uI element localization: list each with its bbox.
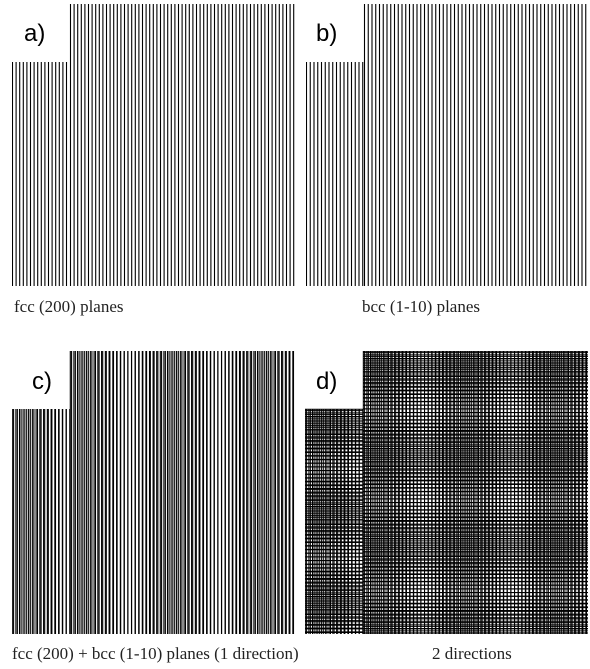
panel-b-label: b) xyxy=(316,20,338,47)
line-set xyxy=(12,4,295,286)
panel-c-label: c) xyxy=(32,368,52,395)
panel-c-caption: fcc (200) + bcc (1-10) planes (1 directi… xyxy=(12,644,299,663)
panel-a-label: a) xyxy=(24,20,46,47)
vertical-planes xyxy=(306,4,587,286)
panel-d-pattern xyxy=(305,351,588,634)
line-set xyxy=(305,351,588,634)
panel-c-pattern xyxy=(12,351,295,634)
panel-a-pattern xyxy=(12,4,295,286)
horizontal-planes xyxy=(305,352,588,634)
vertical-planes xyxy=(306,351,587,634)
bcc-1-10-lines xyxy=(306,4,587,286)
line-set xyxy=(12,351,295,634)
combined-one-direction-lines xyxy=(12,351,295,634)
combined-two-direction-grid xyxy=(305,351,588,634)
fcc-200-lines xyxy=(12,4,295,286)
panel-d-label: d) xyxy=(316,368,338,395)
panel-d-caption: 2 directions xyxy=(432,644,512,663)
vertical-planes xyxy=(12,4,295,286)
vertical-planes xyxy=(13,351,294,634)
panel-b-pattern xyxy=(306,4,588,286)
panel-a-caption: fcc (200) planes xyxy=(14,297,124,316)
line-set xyxy=(306,4,587,286)
panel-b-caption: bcc (1-10) planes xyxy=(362,297,481,316)
